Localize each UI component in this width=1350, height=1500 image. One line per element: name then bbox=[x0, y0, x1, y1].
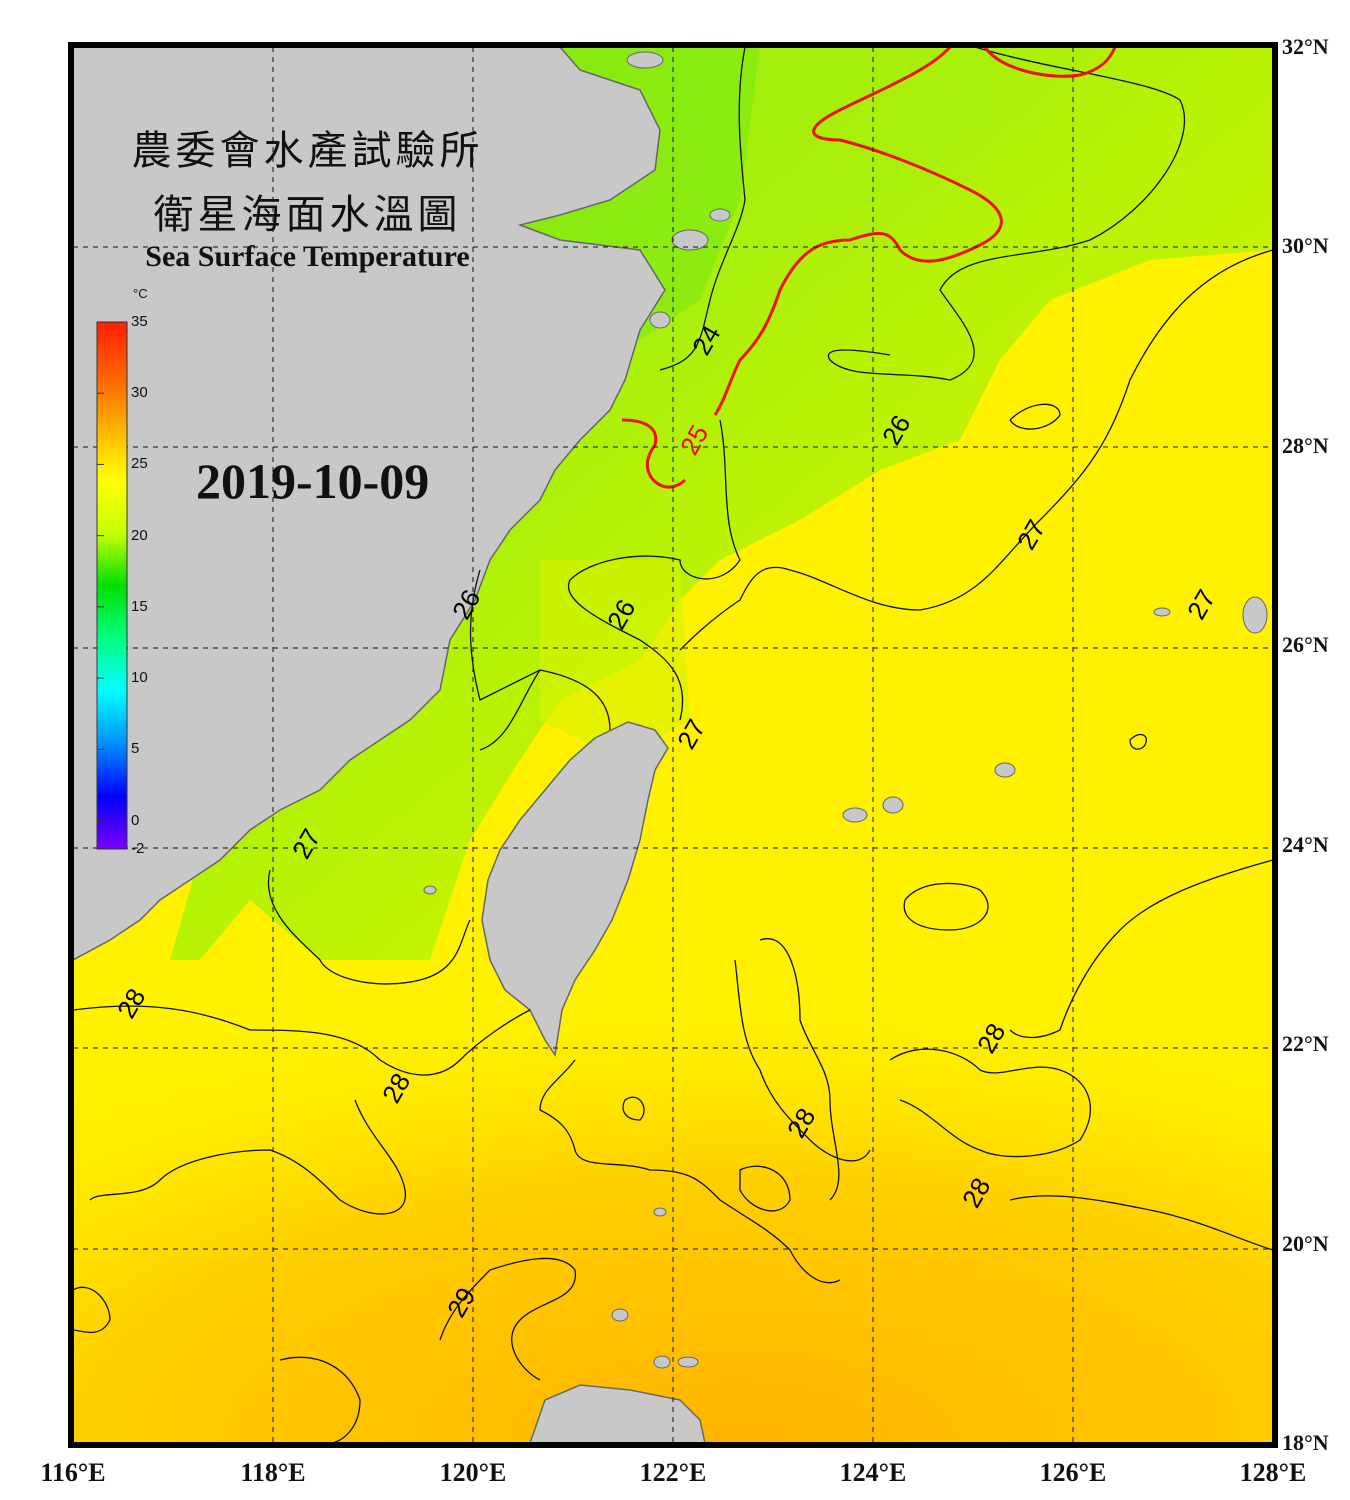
longitude-label: 116°E bbox=[40, 1458, 106, 1487]
isotherm-28-southwest bbox=[89, 1099, 406, 1215]
latitude-label: 22°N bbox=[1282, 1031, 1329, 1057]
isotherm-25-red bbox=[621, 47, 1117, 489]
isotherm-28-tongue bbox=[759, 938, 840, 1201]
colorbar bbox=[96, 321, 128, 850]
colorbar-unit: °C bbox=[133, 286, 148, 301]
isotherm-26-north bbox=[827, 47, 1186, 381]
small-islands bbox=[423, 51, 1268, 1369]
graticule bbox=[73, 47, 1273, 1443]
title-english: Sea Surface Temperature bbox=[145, 240, 470, 273]
latitude-label: 24°N bbox=[1282, 831, 1329, 857]
isotherm-29 bbox=[439, 1257, 576, 1381]
map-frame bbox=[68, 42, 1278, 1448]
colorbar-tick-label: 0 bbox=[131, 811, 140, 829]
mainland-china bbox=[73, 47, 666, 961]
colorbar-tick-label: 20 bbox=[131, 526, 148, 544]
taiwan-island bbox=[481, 721, 669, 1058]
isotherm-loop-b bbox=[1009, 403, 1061, 430]
isotherm-26-central bbox=[567, 419, 741, 721]
colorbar-tick-label: 10 bbox=[131, 669, 148, 687]
isotherm-loop-e bbox=[73, 1286, 111, 1334]
isotherm-loop-d bbox=[622, 1096, 645, 1121]
longitude-label: 120°E bbox=[439, 1458, 507, 1487]
isotherm-lines bbox=[73, 47, 1273, 1443]
strait-water bbox=[540, 560, 690, 760]
map-date: 2019-10-09 bbox=[196, 453, 430, 509]
latitude-label: 26°N bbox=[1282, 632, 1329, 658]
isotherm-loop-f bbox=[1129, 733, 1147, 750]
colorbar-tick-label: -2 bbox=[131, 840, 145, 857]
cool-water-patch bbox=[740, 47, 1000, 240]
isotherm-28-south bbox=[539, 1059, 841, 1284]
isotherm-28-east-loop bbox=[889, 1048, 1091, 1158]
isotherm-loop-c bbox=[739, 1165, 791, 1212]
isotherm-29-west bbox=[279, 1356, 361, 1443]
isotherm-27-west bbox=[267, 869, 471, 985]
colorbar-tick-label: 25 bbox=[131, 455, 148, 473]
isotherm-26-strait bbox=[469, 569, 611, 731]
colorbar-tick-marks bbox=[97, 321, 104, 850]
longitude-label: 118°E bbox=[240, 1458, 306, 1487]
isotherm-26-strait-b bbox=[479, 669, 541, 751]
isotherm-28-northeast bbox=[1009, 859, 1273, 1039]
longitude-label: 126°E bbox=[1039, 1458, 1107, 1487]
luzon-island bbox=[529, 1384, 706, 1443]
isotherm-28-center bbox=[734, 959, 871, 1162]
colorbar-tick-label: 35 bbox=[131, 313, 148, 330]
isotherm-27-east bbox=[679, 249, 1273, 651]
colorbar-tick-label: 15 bbox=[131, 597, 148, 615]
longitude-label: 128°E bbox=[1239, 1458, 1307, 1487]
colorbar-tick-label: 5 bbox=[131, 740, 140, 758]
title-line2: 衛星海面水溫圖 bbox=[153, 192, 462, 238]
latitude-label: 20°N bbox=[1282, 1230, 1329, 1256]
isotherm-loop-a bbox=[903, 882, 989, 931]
longitude-label: 122°E bbox=[639, 1458, 707, 1487]
title-line1: 農委會水產試驗所 bbox=[131, 128, 484, 174]
latitude-label: 32°N bbox=[1282, 34, 1329, 59]
longitude-label: 124°E bbox=[839, 1458, 907, 1487]
isotherm-28-southeast bbox=[1009, 1195, 1273, 1251]
latitude-label: 30°N bbox=[1282, 233, 1329, 259]
latitude-label: 28°N bbox=[1282, 432, 1329, 458]
latitude-label: 18°N bbox=[1282, 1430, 1329, 1455]
isotherm-24 bbox=[659, 47, 746, 371]
colorbar-tick-label: 30 bbox=[131, 384, 148, 402]
